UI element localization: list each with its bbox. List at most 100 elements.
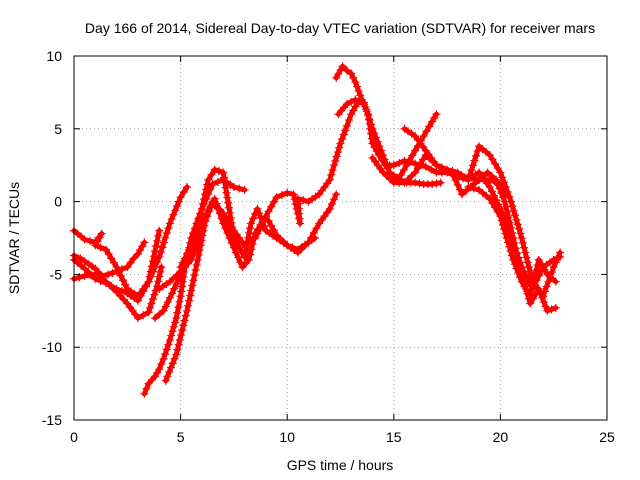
data-point xyxy=(336,139,345,148)
data-point xyxy=(214,167,223,176)
data-point xyxy=(377,146,386,155)
data-point xyxy=(432,110,441,119)
data-point xyxy=(155,310,164,319)
data-point xyxy=(112,267,121,276)
data-point xyxy=(203,180,212,189)
data-point xyxy=(455,185,464,194)
series-sat-d xyxy=(70,238,149,280)
data-point xyxy=(496,212,505,221)
data-point xyxy=(492,175,501,184)
data-point xyxy=(167,331,176,340)
data-point xyxy=(195,246,204,255)
data-point xyxy=(509,255,518,264)
data-point xyxy=(223,193,232,202)
data-point xyxy=(80,235,89,244)
data-point xyxy=(227,229,236,238)
data-point xyxy=(514,268,523,277)
data-point xyxy=(232,238,241,247)
data-point xyxy=(213,177,222,186)
data-point xyxy=(505,242,514,251)
data-point xyxy=(507,228,516,237)
data-point xyxy=(255,209,264,218)
data-point xyxy=(512,215,521,224)
data-point xyxy=(370,129,379,138)
data-point xyxy=(327,200,336,209)
data-point xyxy=(220,173,229,182)
data-point xyxy=(162,229,171,238)
data-point xyxy=(467,166,476,175)
data-point xyxy=(80,264,89,273)
data-point xyxy=(419,155,428,164)
data-point xyxy=(140,389,149,398)
data-point xyxy=(332,152,341,161)
data-point xyxy=(222,188,231,197)
data-point xyxy=(505,218,514,227)
data-point xyxy=(221,183,230,192)
data-point xyxy=(119,276,128,285)
data-point xyxy=(497,188,506,197)
data-point xyxy=(520,243,529,252)
x-tick-label: 5 xyxy=(177,429,185,445)
data-point xyxy=(437,163,446,172)
y-tick-label: -5 xyxy=(50,266,63,282)
data-point xyxy=(181,311,190,320)
data-point xyxy=(148,257,157,266)
data-point xyxy=(169,210,178,219)
data-point xyxy=(178,282,187,291)
data-point xyxy=(105,281,114,290)
data-point xyxy=(551,303,560,312)
series-line xyxy=(163,196,318,384)
data-point xyxy=(421,162,430,171)
data-point xyxy=(229,234,238,242)
data-point xyxy=(178,326,187,335)
data-point xyxy=(411,146,420,155)
data-point xyxy=(182,250,191,259)
data-point xyxy=(169,274,178,283)
data-point xyxy=(518,238,527,247)
data-point xyxy=(373,137,382,146)
data-point xyxy=(157,263,166,272)
data-point xyxy=(547,305,556,314)
data-point xyxy=(76,254,85,263)
data-point xyxy=(531,271,540,280)
data-point xyxy=(499,178,508,187)
data-point xyxy=(85,271,94,280)
data-point xyxy=(375,142,384,151)
data-point xyxy=(176,263,185,272)
data-point xyxy=(493,164,502,173)
data-point xyxy=(264,216,273,225)
data-point xyxy=(361,102,370,111)
data-point xyxy=(293,194,302,203)
data-point xyxy=(549,263,558,272)
data-point xyxy=(80,271,89,280)
data-point xyxy=(399,166,408,175)
data-point xyxy=(104,250,113,259)
data-point xyxy=(328,166,337,175)
data-point xyxy=(107,254,116,263)
data-point xyxy=(520,282,529,291)
data-point xyxy=(516,273,525,282)
data-point xyxy=(220,178,229,187)
data-point xyxy=(512,249,521,258)
data-point xyxy=(258,217,267,226)
data-point xyxy=(347,69,356,78)
data-point xyxy=(526,292,535,301)
data-point xyxy=(197,204,206,213)
data-point xyxy=(176,193,185,202)
data-point xyxy=(523,258,532,267)
data-point xyxy=(168,359,177,368)
data-point xyxy=(242,243,251,252)
data-point xyxy=(163,298,172,307)
data-point xyxy=(383,164,392,173)
data-point xyxy=(490,191,499,200)
data-point xyxy=(395,159,404,168)
data-point xyxy=(432,179,441,188)
data-point xyxy=(330,161,339,170)
data-point xyxy=(511,244,520,253)
data-point xyxy=(180,254,189,263)
data-point xyxy=(251,229,260,238)
data-point xyxy=(133,296,142,305)
data-point xyxy=(380,155,389,164)
data-point xyxy=(267,202,276,211)
